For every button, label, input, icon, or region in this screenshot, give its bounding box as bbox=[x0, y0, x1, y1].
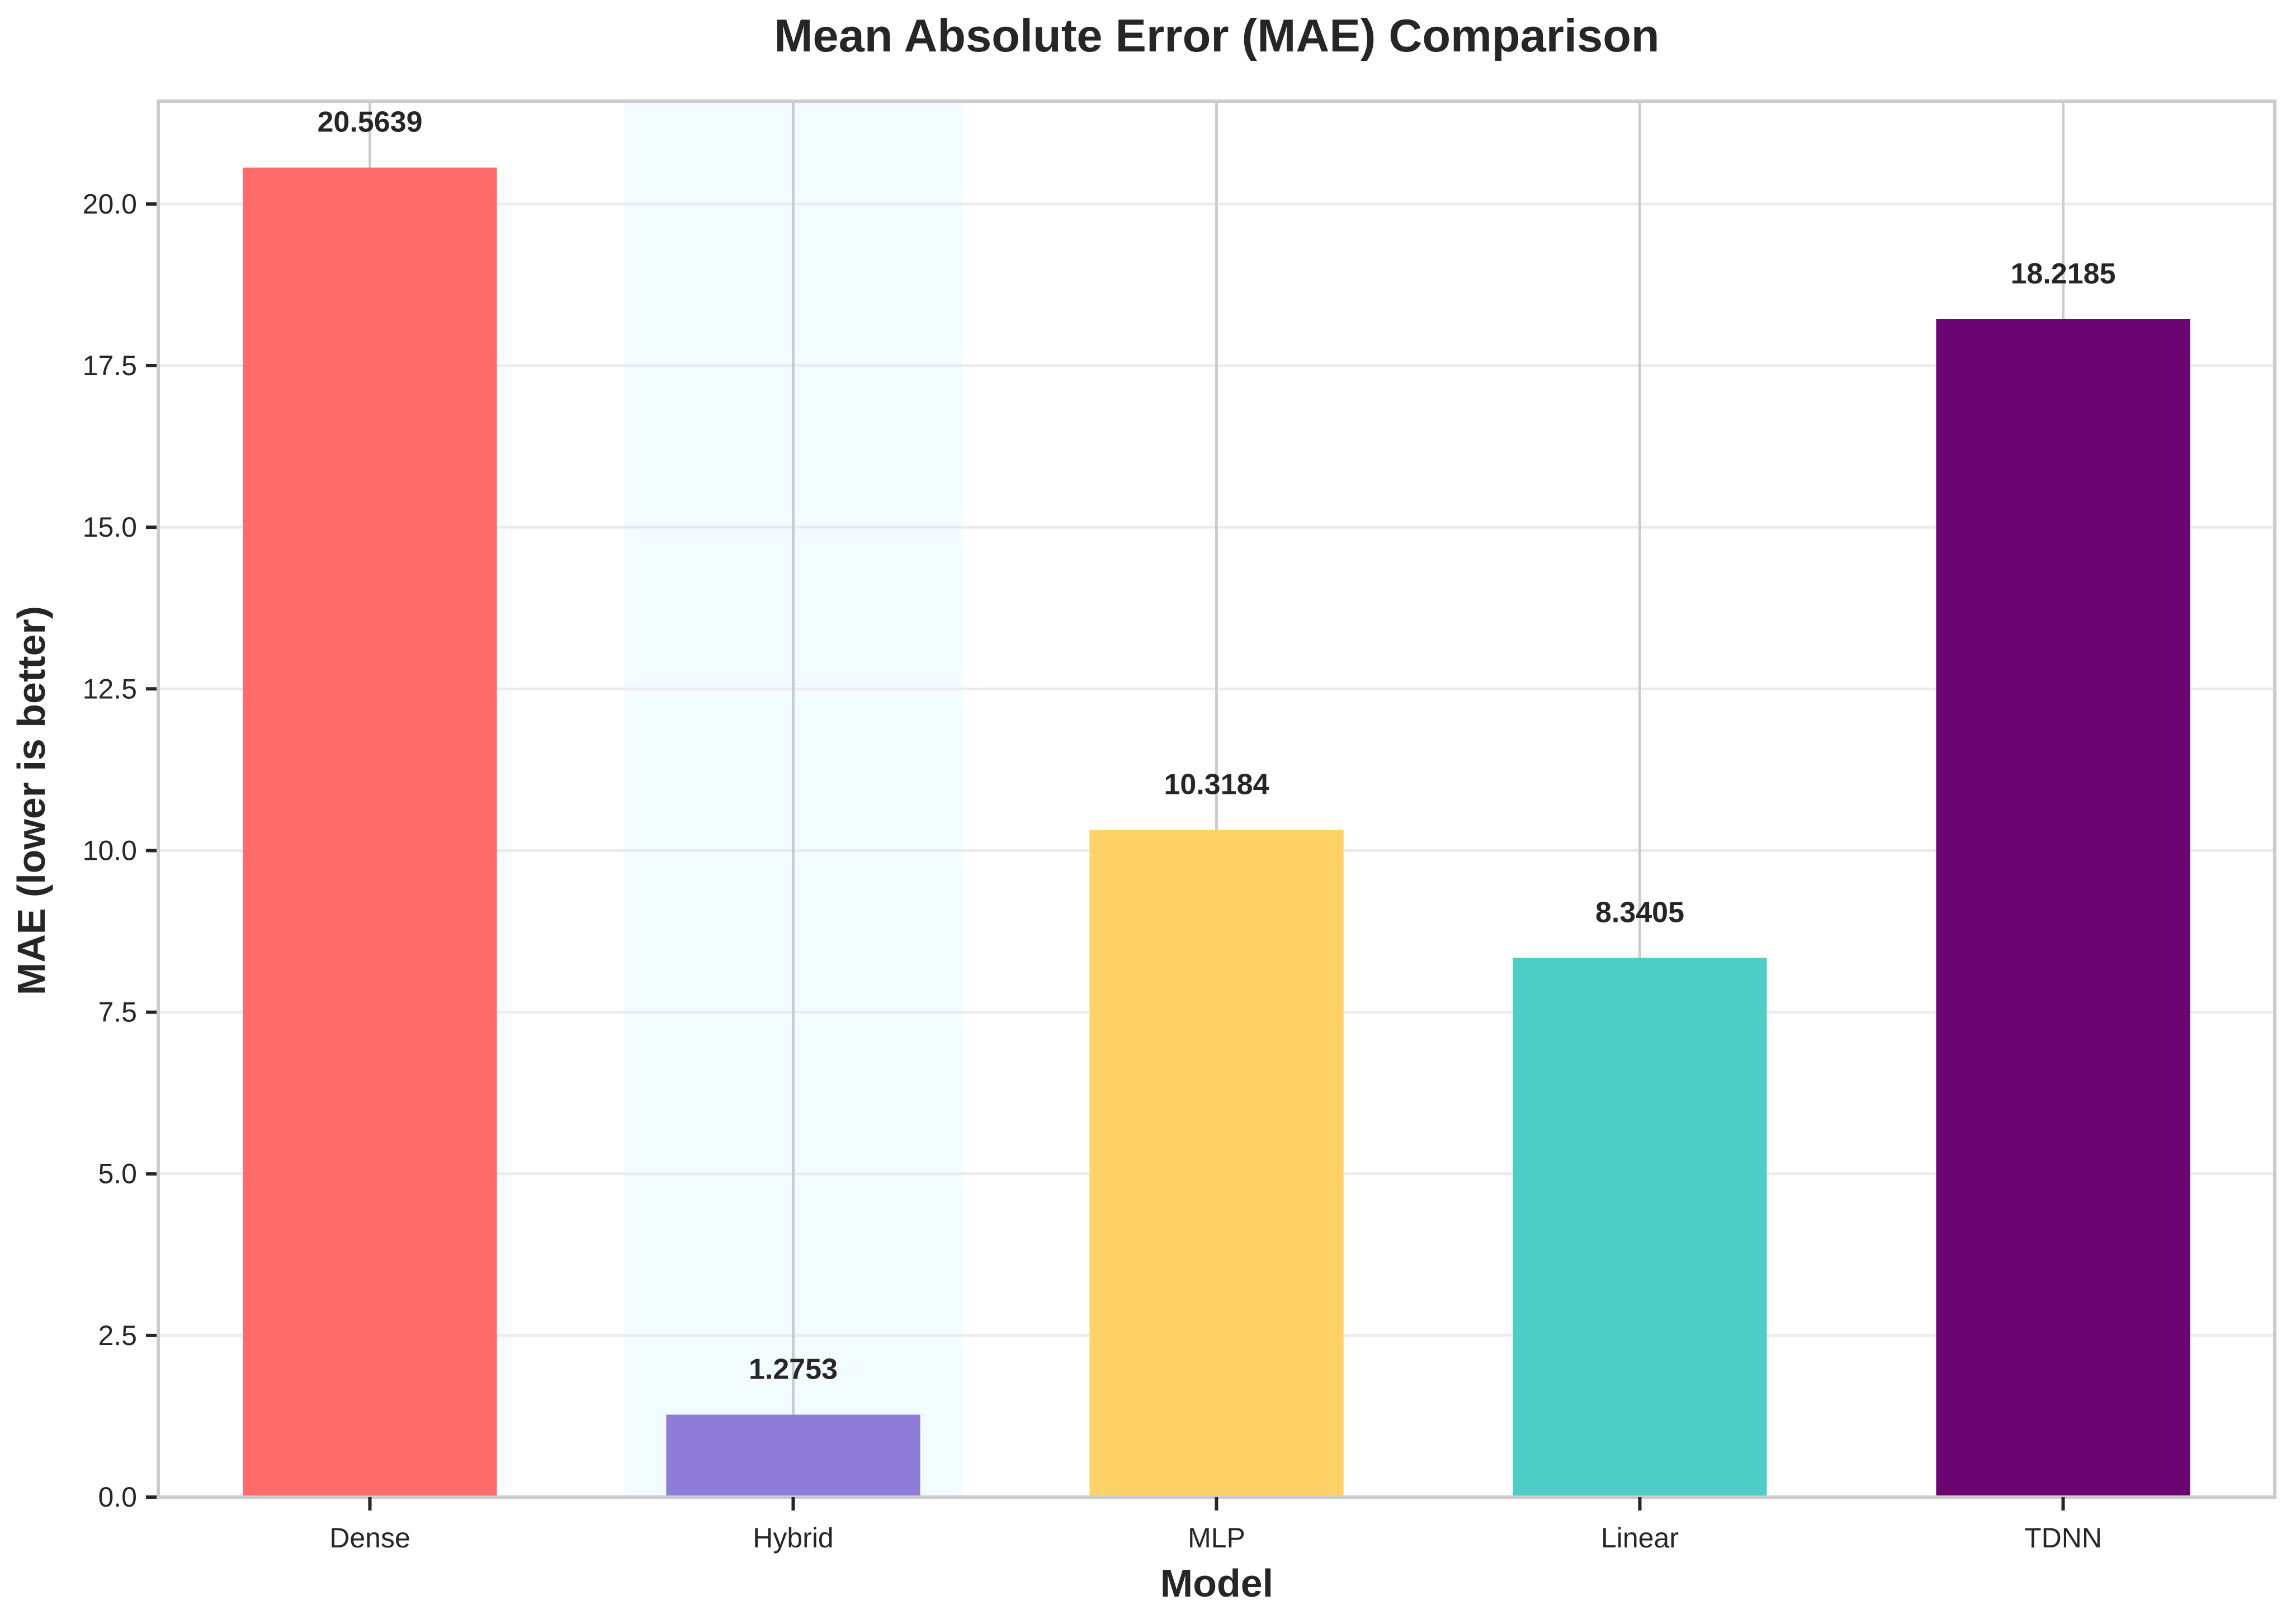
x-tick-label: Hybrid bbox=[753, 1522, 833, 1554]
y-tick-label: 0.0 bbox=[98, 1481, 137, 1513]
bar-value-label: 1.2753 bbox=[749, 1353, 838, 1386]
bar-value-label: 8.3405 bbox=[1595, 896, 1684, 929]
y-tick-label: 10.0 bbox=[83, 835, 137, 866]
y-tick-label: 2.5 bbox=[98, 1320, 137, 1351]
y-axis-title: MAE (lower is better) bbox=[10, 606, 53, 995]
plot-area: 0.0 2.5 5.0 7.5 10.0 12.5 15.0 17.5 20.0 20.5639 1… bbox=[83, 100, 2276, 1554]
x-tick-label: Linear bbox=[1601, 1522, 1679, 1554]
chart-title: Mean Absolute Error (MAE) Comparison bbox=[774, 10, 1659, 61]
bar-value-label: 18.2185 bbox=[2011, 258, 2116, 290]
y-tick-label: 17.5 bbox=[83, 350, 137, 381]
x-axis-title: Model bbox=[1160, 1561, 1273, 1605]
y-tick-label: 15.0 bbox=[83, 512, 137, 543]
bar-mlp bbox=[1089, 830, 1344, 1497]
bar-value-label: 20.5639 bbox=[318, 106, 423, 139]
x-tick-label: Dense bbox=[329, 1522, 410, 1554]
bar-linear bbox=[1513, 958, 1767, 1497]
y-tick-label: 5.0 bbox=[98, 1158, 137, 1190]
bar-tdnn bbox=[1936, 319, 2190, 1498]
x-tick-label: MLP bbox=[1188, 1522, 1245, 1554]
y-tick-label: 12.5 bbox=[83, 673, 137, 704]
bar-value-label: 10.3184 bbox=[1164, 769, 1269, 801]
y-tick-label: 7.5 bbox=[98, 997, 137, 1028]
bar-hybrid bbox=[666, 1414, 920, 1497]
x-tick-label: TDNN bbox=[2024, 1522, 2102, 1554]
bar-dense bbox=[243, 167, 497, 1497]
y-tick-label: 20.0 bbox=[83, 188, 137, 220]
